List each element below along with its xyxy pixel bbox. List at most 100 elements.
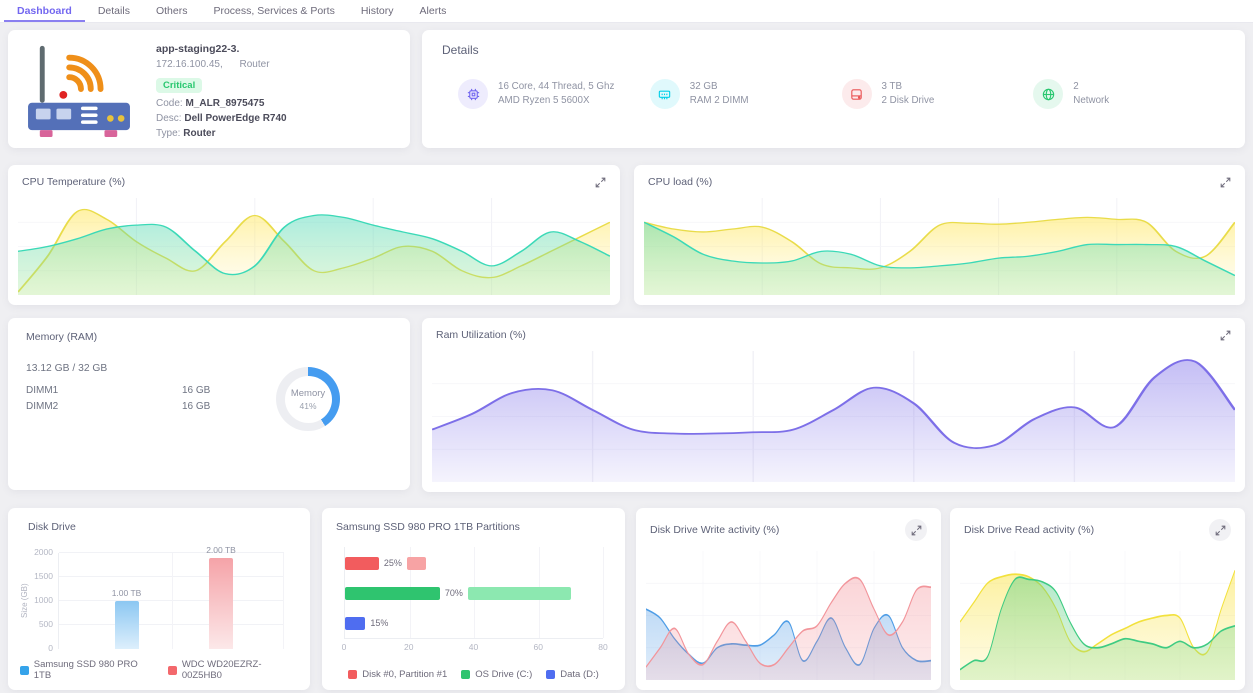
device-type: Router bbox=[183, 128, 216, 139]
legend-partition-1[interactable]: Disk #0, Partition #1 bbox=[348, 669, 447, 680]
device-ip-line: 172.16.100.45, Router bbox=[156, 59, 287, 70]
memory-donut: Memory 41% bbox=[276, 367, 340, 431]
ram-utilization-area bbox=[432, 359, 1235, 482]
device-name: app-staging22-3. bbox=[156, 43, 240, 55]
tab-process-services-ports[interactable]: Process, Services & Ports bbox=[213, 5, 335, 17]
tab-others[interactable]: Others bbox=[155, 5, 188, 17]
device-category: Router bbox=[239, 59, 270, 70]
ram-utilization-chart bbox=[432, 351, 1235, 482]
ram-utilization-line bbox=[432, 359, 1235, 449]
memory-card: Memory (RAM) 13.12 GB / 32 GB DIMM1 16 GB… bbox=[8, 318, 410, 490]
status-badge: Critical bbox=[156, 78, 203, 93]
legend-swatch bbox=[348, 670, 358, 679]
x-axis-ticks: 0 20 40 60 80 bbox=[341, 642, 608, 652]
expand-icon[interactable] bbox=[595, 177, 606, 188]
ssd-partitions-legend: Disk #0, Partition #1 OS Drive (C:) Data… bbox=[336, 669, 611, 680]
cpu-load-yellow-line bbox=[644, 216, 1235, 270]
disk-count: 2 Disk Drive bbox=[881, 95, 935, 106]
ssd-partitions-title: Samsung SSD 980 PRO 1TB Partitions bbox=[336, 521, 520, 533]
legend-swatch bbox=[461, 670, 471, 679]
cpu-temp-teal-area bbox=[18, 214, 610, 295]
legend-os-drive[interactable]: OS Drive (C:) bbox=[461, 669, 532, 680]
cpu-temp-teal-line bbox=[18, 214, 610, 276]
legend-wdc-hdd[interactable]: WDC WD20EZRZ-00Z5HB0 bbox=[168, 659, 298, 681]
expand-icon[interactable] bbox=[905, 519, 927, 541]
cpu-load-card: CPU load (%) bbox=[634, 165, 1245, 305]
tab-dashboard[interactable]: Dashboard bbox=[4, 0, 85, 22]
write-red-line bbox=[646, 576, 931, 668]
disk-read-title: Disk Drive Read activity (%) bbox=[964, 524, 1095, 536]
tab-history[interactable]: History bbox=[360, 5, 394, 17]
disk-size: 3 TB bbox=[881, 81, 903, 92]
cpu-temperature-chart bbox=[18, 198, 610, 295]
ssd-partitions-card: Samsung SSD 980 PRO 1TB Partitions 25% 70… bbox=[322, 508, 625, 690]
disk-drive-card: Disk Drive Size (GB) 0 500 1000 1500 2000 1.00… bbox=[8, 508, 310, 690]
read-green-area bbox=[960, 577, 1235, 680]
legend-swatch bbox=[546, 670, 556, 679]
tab-details[interactable]: Details bbox=[97, 5, 130, 17]
y-axis-ticks: 0 500 1000 1500 2000 bbox=[34, 547, 53, 653]
memory-row-dimm2: DIMM2 16 GB bbox=[26, 401, 211, 412]
disk-drive-chart: Size (GB) 0 500 1000 1500 2000 1.00 TB 2.00 TB bbox=[20, 545, 298, 653]
device-desc-line: Desc: Dell PowerEdge R740 bbox=[156, 113, 287, 124]
ram-icon bbox=[649, 79, 680, 109]
donut-value: 41% bbox=[299, 400, 317, 411]
legend-swatch bbox=[168, 665, 177, 675]
details-title: Details bbox=[442, 43, 479, 57]
router-icon bbox=[28, 45, 130, 138]
memory-title: Memory (RAM) bbox=[26, 331, 98, 343]
partition-value-label: 25% bbox=[383, 558, 402, 568]
detail-network: 2 Network bbox=[1033, 79, 1225, 109]
legend-samsung-ssd[interactable]: Samsung SSD 980 PRO 1TB bbox=[20, 659, 154, 681]
memory-row-dimm1: DIMM1 16 GB bbox=[26, 385, 211, 396]
legend-swatch bbox=[20, 665, 29, 675]
top-nav: Dashboard Details Others Process, Servic… bbox=[0, 0, 1253, 23]
bar-2[interactable]: 2.00 TB bbox=[206, 545, 236, 649]
expand-icon[interactable] bbox=[1209, 519, 1231, 541]
ram-size: 32 GB bbox=[689, 81, 718, 92]
detail-cpu: 16 Core, 44 Thread, 5 Ghz AMD Ryzen 5 56… bbox=[458, 79, 650, 109]
cpu-spec: 16 Core, 44 Thread, 5 Ghz bbox=[498, 81, 615, 92]
partition-bar-3[interactable]: 15% bbox=[345, 617, 394, 630]
disk-read-chart bbox=[960, 551, 1235, 680]
device-desc: Dell PowerEdge R740 bbox=[184, 113, 287, 124]
expand-icon[interactable] bbox=[1220, 330, 1231, 341]
tab-alerts[interactable]: Alerts bbox=[419, 5, 447, 17]
network-count: 2 bbox=[1073, 81, 1079, 92]
cpu-icon bbox=[458, 79, 488, 109]
cpu-load-teal-area bbox=[644, 222, 1235, 295]
network-icon bbox=[1033, 79, 1064, 109]
cpu-temperature-card: CPU Temperature (%) bbox=[8, 165, 620, 305]
bar-value-label: 2.00 TB bbox=[206, 544, 236, 555]
read-yellow-line bbox=[960, 569, 1235, 656]
disk-write-title: Disk Drive Write activity (%) bbox=[650, 524, 780, 536]
ram-utilization-title: Ram Utilization (%) bbox=[436, 329, 526, 341]
donut-label: Memory bbox=[290, 387, 326, 399]
partition-value-label: 70% bbox=[444, 588, 463, 598]
partition-bar-1[interactable]: 25% bbox=[345, 557, 426, 570]
disk-drive-legend: Samsung SSD 980 PRO 1TB WDC WD20EZRZ-00Z… bbox=[20, 659, 298, 681]
bar-1[interactable]: 1.00 TB bbox=[112, 588, 141, 649]
disk-write-chart bbox=[646, 551, 931, 680]
ssd-partitions-chart: 25% 70% 15% 0 20 40 60 80 bbox=[341, 547, 608, 659]
disk-write-card: Disk Drive Write activity (%) bbox=[636, 508, 941, 690]
cpu-temperature-title: CPU Temperature (%) bbox=[22, 176, 126, 188]
disk-icon bbox=[841, 79, 872, 109]
detail-disk: 3 TB 2 Disk Drive bbox=[841, 79, 1034, 109]
y-axis-label: Size (GB) bbox=[20, 583, 29, 619]
memory-total: 13.12 GB / 32 GB bbox=[26, 363, 108, 374]
write-red-area bbox=[646, 577, 931, 680]
device-summary-card: app-staging22-3. 172.16.100.45, Router C… bbox=[8, 30, 410, 148]
cpu-load-chart bbox=[644, 198, 1235, 295]
read-green-line bbox=[960, 576, 1235, 671]
device-type-line: Type: Router bbox=[156, 128, 216, 139]
ram-config: RAM 2 DIMM bbox=[689, 95, 749, 106]
expand-icon[interactable] bbox=[1220, 177, 1231, 188]
cpu-load-title: CPU load (%) bbox=[648, 176, 713, 188]
bar-value-label: 1.00 TB bbox=[111, 588, 142, 598]
partition-value-label: 15% bbox=[370, 618, 389, 628]
legend-data-drive[interactable]: Data (D:) bbox=[546, 669, 599, 680]
partition-bar-2[interactable]: 70% bbox=[345, 587, 571, 600]
device-code-line: Code: M_ALR_8975475 bbox=[156, 98, 265, 109]
